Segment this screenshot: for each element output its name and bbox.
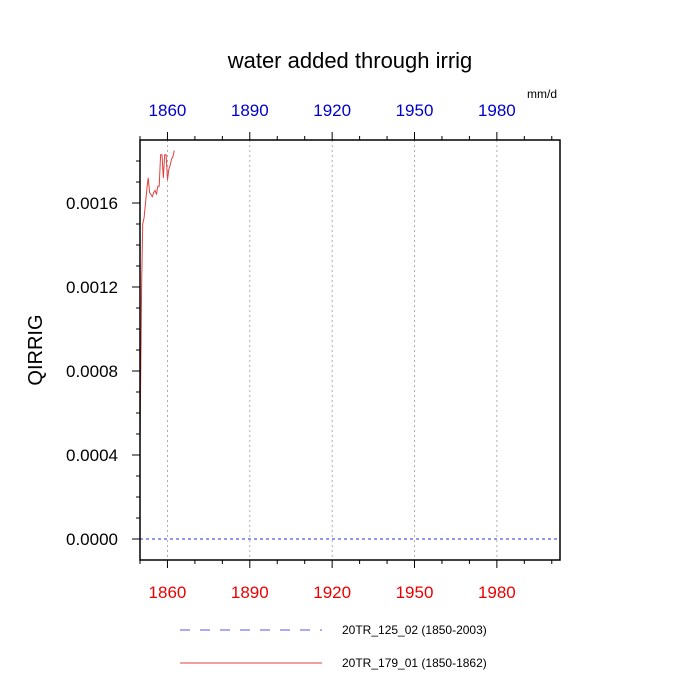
y-axis-label: QIRRIG xyxy=(25,314,47,385)
axis-ticks xyxy=(132,132,553,568)
x-tick-label-top-1950: 1950 xyxy=(396,101,434,120)
y-tick-label-4: 0.0016 xyxy=(66,194,118,213)
grid-lines xyxy=(167,140,498,560)
series-line-2 xyxy=(139,150,175,445)
legend-label-2: 20TR_179_01 (1850-1862) xyxy=(342,656,487,670)
x-tick-label-top-1980: 1980 xyxy=(478,101,516,120)
y-tick-label-2: 0.0008 xyxy=(66,362,118,381)
tick-labels: 1860 1860 1890 1890 1920 1920 1950 1950 1980 1980… xyxy=(66,101,516,602)
x-tick-label-bottom-1890: 1890 xyxy=(231,583,269,602)
y-tick-label-3: 0.0012 xyxy=(66,278,118,297)
series-layer xyxy=(139,150,560,540)
x-tick-label-bottom-1950: 1950 xyxy=(396,583,434,602)
x-tick-label-bottom-1920: 1920 xyxy=(313,583,351,602)
legend: 20TR_125_02 (1850-2003) 20TR_179_01 (185… xyxy=(180,623,487,670)
x-tick-label-bottom-1980: 1980 xyxy=(478,583,516,602)
y-tick-label-0: 0.0000 xyxy=(66,530,118,549)
x-tick-label-top-1890: 1890 xyxy=(231,101,269,120)
x-tick-label-top-1920: 1920 xyxy=(313,101,351,120)
units-label: mm/d xyxy=(527,87,557,101)
x-tick-label-top-1860: 1860 xyxy=(149,101,187,120)
x-tick-label-bottom-1860: 1860 xyxy=(149,583,187,602)
legend-label-1: 20TR_125_02 (1850-2003) xyxy=(342,623,487,637)
chart-title: water added through irrig xyxy=(227,48,473,73)
y-tick-label-1: 0.0004 xyxy=(66,446,118,465)
